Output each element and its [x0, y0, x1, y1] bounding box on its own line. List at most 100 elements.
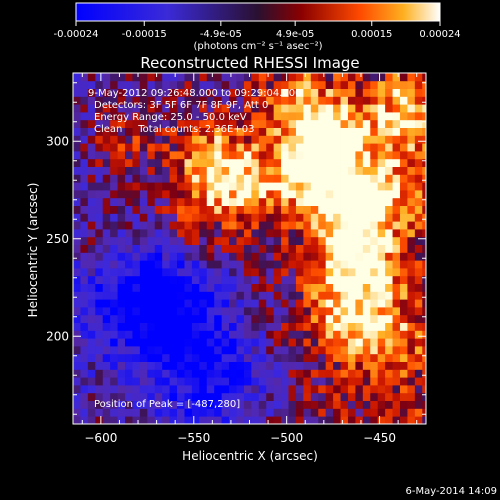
heatmap-cell: [191, 236, 200, 245]
heatmap-cell: [214, 143, 223, 152]
heatmap-cell: [102, 400, 111, 409]
heatmap-cell: [117, 151, 126, 160]
heatmap-cell: [199, 392, 208, 401]
heatmap-cell: [102, 229, 111, 238]
heatmap-cell: [392, 353, 401, 362]
heatmap-cell: [87, 299, 96, 308]
heatmap-cell: [340, 182, 349, 191]
heatmap-cell: [110, 244, 118, 253]
heatmap-cell: [199, 291, 208, 300]
heatmap-cell: [132, 96, 141, 105]
heatmap-cell: [221, 166, 230, 175]
heatmap-cell: [377, 400, 386, 409]
heatmap-cell: [199, 275, 208, 284]
heatmap-cell: [154, 408, 163, 417]
heatmap-cell: [370, 151, 379, 160]
heatmap-cell: [73, 96, 81, 105]
heatmap-cell: [310, 73, 319, 82]
heatmap-cell: [258, 205, 267, 214]
heatmap-cell: [295, 361, 304, 370]
heatmap-cell: [139, 400, 148, 409]
heatmap-cell: [87, 314, 96, 323]
heatmap-cell: [370, 229, 379, 238]
heatmap-cell: [132, 275, 141, 284]
heatmap-cell: [236, 307, 245, 316]
heatmap-cell: [221, 104, 230, 113]
heatmap-cell: [110, 166, 118, 175]
heatmap-cell: [147, 275, 156, 284]
heatmap-cell: [377, 151, 386, 160]
heatmap-cell: [385, 252, 393, 261]
heatmap-cell: [117, 385, 126, 394]
heatmap-cell: [117, 197, 126, 206]
heatmap-cell: [206, 135, 215, 144]
heatmap-cell: [392, 197, 401, 206]
heatmap-cell: [266, 299, 275, 308]
heatmap-cell: [147, 314, 156, 323]
heatmap-cell: [184, 299, 193, 308]
heatmap-cell: [325, 244, 334, 253]
heatmap-cell: [199, 151, 208, 160]
heatmap-cell: [147, 252, 156, 261]
heatmap-cell: [288, 260, 297, 269]
heatmap-cell: [414, 119, 423, 128]
heatmap-cell: [169, 104, 178, 113]
heatmap-cell: [214, 291, 223, 300]
heatmap-cell: [414, 229, 423, 238]
heatmap-cell: [288, 307, 297, 316]
heatmap-cell: [125, 361, 133, 370]
heatmap-cell: [303, 338, 312, 347]
heatmap-cell: [139, 190, 148, 199]
heatmap-cell: [206, 73, 215, 82]
heatmap-cell: [154, 416, 163, 424]
heatmap-cell: [117, 166, 126, 175]
heatmap-cell: [73, 299, 81, 308]
heatmap-cell: [355, 166, 364, 175]
heatmap-cell: [288, 197, 297, 206]
heatmap-cell: [87, 416, 96, 424]
heatmap-cell: [243, 213, 252, 222]
heatmap-cell: [333, 119, 341, 128]
heatmap-cell: [251, 205, 260, 214]
heatmap-cell: [184, 119, 193, 128]
heatmap-cell: [362, 400, 371, 409]
heatmap-cell: [102, 236, 111, 245]
heatmap-cell: [325, 80, 334, 89]
heatmap-cell: [125, 322, 133, 331]
heatmap-cell: [125, 96, 133, 105]
heatmap-cell: [95, 143, 104, 152]
heatmap-cell: [102, 291, 111, 300]
heatmap-cell: [191, 330, 200, 339]
x-tick-label: −450: [363, 431, 396, 445]
heatmap-cell: [177, 205, 185, 214]
heatmap-cell: [399, 385, 408, 394]
heatmap-cell: [288, 221, 297, 230]
heatmap-cell: [303, 353, 312, 362]
heatmap-cell: [125, 182, 133, 191]
heatmap-cell: [191, 260, 200, 269]
heatmap-cell: [407, 96, 416, 105]
heatmap-cell: [355, 314, 364, 323]
heatmap-cell: [169, 197, 178, 206]
heatmap-cell: [243, 197, 252, 206]
heatmap-cell: [318, 229, 327, 238]
heatmap-cell: [258, 88, 267, 97]
heatmap-cell: [229, 377, 237, 386]
heatmap-cell: [399, 236, 408, 245]
heatmap-cell: [392, 392, 401, 401]
heatmap-cell: [407, 275, 416, 284]
heatmap-cell: [169, 252, 178, 261]
heatmap-cell: [229, 408, 237, 417]
heatmap-cell: [206, 377, 215, 386]
heatmap-cell: [73, 369, 81, 378]
heatmap-cell: [95, 361, 104, 370]
heatmap-cell: [206, 104, 215, 113]
heatmap-cell: [191, 213, 200, 222]
heatmap-cell: [288, 291, 297, 300]
heatmap-cell: [125, 112, 133, 121]
heatmap-cell: [392, 346, 401, 355]
heatmap-cell: [340, 283, 349, 292]
heatmap-cell: [214, 275, 223, 284]
heatmap-cell: [87, 151, 96, 160]
heatmap-cell: [162, 104, 171, 113]
